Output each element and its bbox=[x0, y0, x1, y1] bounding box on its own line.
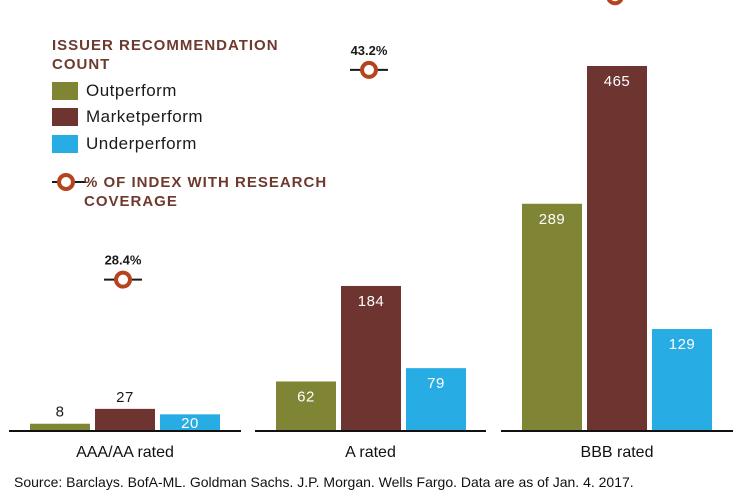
value-label-bbb-rated-marketperform: 465 bbox=[604, 73, 631, 90]
legend-item-marketperform: Marketperform bbox=[52, 107, 203, 127]
bar-aaa-aa-rated-marketperform bbox=[95, 408, 155, 430]
value-label-bbb-rated-underperform: 129 bbox=[669, 336, 696, 353]
coverage-markers-layer: 28.4%43.2%48.4% bbox=[104, 0, 624, 289]
value-label-a-rated-marketperform: 184 bbox=[358, 293, 385, 310]
legend-swatch-marketperform bbox=[52, 108, 78, 126]
legend-item-underperform: Underperform bbox=[52, 134, 197, 154]
legend-label-underperform: Underperform bbox=[86, 134, 197, 153]
coverage-label-aaa-aa-rated: 28.4% bbox=[105, 253, 142, 268]
value-label-a-rated-outperform: 62 bbox=[297, 388, 315, 405]
bar-aaa-aa-rated-outperform bbox=[30, 423, 90, 430]
category-labels-layer: AAA/AA rated A rated BBB rated bbox=[76, 444, 653, 461]
legend-coverage-marker-icon bbox=[52, 173, 86, 191]
bar-aaa-aa-rated-underperform bbox=[160, 414, 220, 430]
category-label-aaa-aa-rated: AAA/AA rated bbox=[76, 444, 174, 461]
bar-a-rated-marketperform bbox=[341, 285, 401, 430]
category-label-a-rated: A rated bbox=[345, 444, 396, 461]
coverage-marker-aaa-aa-rated bbox=[114, 270, 132, 289]
coverage-marker-a-rated bbox=[360, 60, 378, 79]
value-label-bbb-rated-outperform: 289 bbox=[539, 211, 566, 228]
legend-swatch-underperform bbox=[52, 135, 78, 153]
value-label-aaa-aa-rated-marketperform: 27 bbox=[116, 389, 134, 406]
legend-label-outperform: Outperform bbox=[86, 81, 177, 100]
source-note: Source: Barclays. BofA-ML. Goldman Sachs… bbox=[14, 474, 634, 490]
value-label-aaa-aa-rated-underperform: 20 bbox=[181, 415, 199, 432]
legend-item-outperform: Outperform bbox=[52, 81, 177, 101]
value-label-a-rated-underperform: 79 bbox=[427, 375, 445, 392]
category-label-bbb-rated: BBB rated bbox=[581, 444, 654, 461]
legend-title: ISSUER RECOMMENDATION COUNT bbox=[52, 37, 279, 73]
bars-layer: 8 27 20 62 184 79 289 465 129 bbox=[30, 65, 712, 432]
legend-label-marketperform: Marketperform bbox=[86, 107, 204, 126]
coverage-marker-bbb-rated bbox=[606, 0, 624, 6]
value-label-aaa-aa-rated-outperform: 8 bbox=[56, 404, 65, 421]
bar-bbb-rated-marketperform bbox=[587, 65, 647, 431]
coverage-label-a-rated: 43.2% bbox=[351, 43, 388, 58]
legend-coverage-label: % OF INDEX WITH RESEARCH COVERAGE bbox=[84, 174, 328, 210]
bar-bbb-rated-underperform bbox=[652, 329, 712, 430]
legend-swatch-outperform bbox=[52, 82, 78, 100]
bar-a-rated-underperform bbox=[406, 368, 466, 430]
bar-bbb-rated-outperform bbox=[522, 203, 582, 430]
bar-a-rated-outperform bbox=[276, 381, 336, 430]
